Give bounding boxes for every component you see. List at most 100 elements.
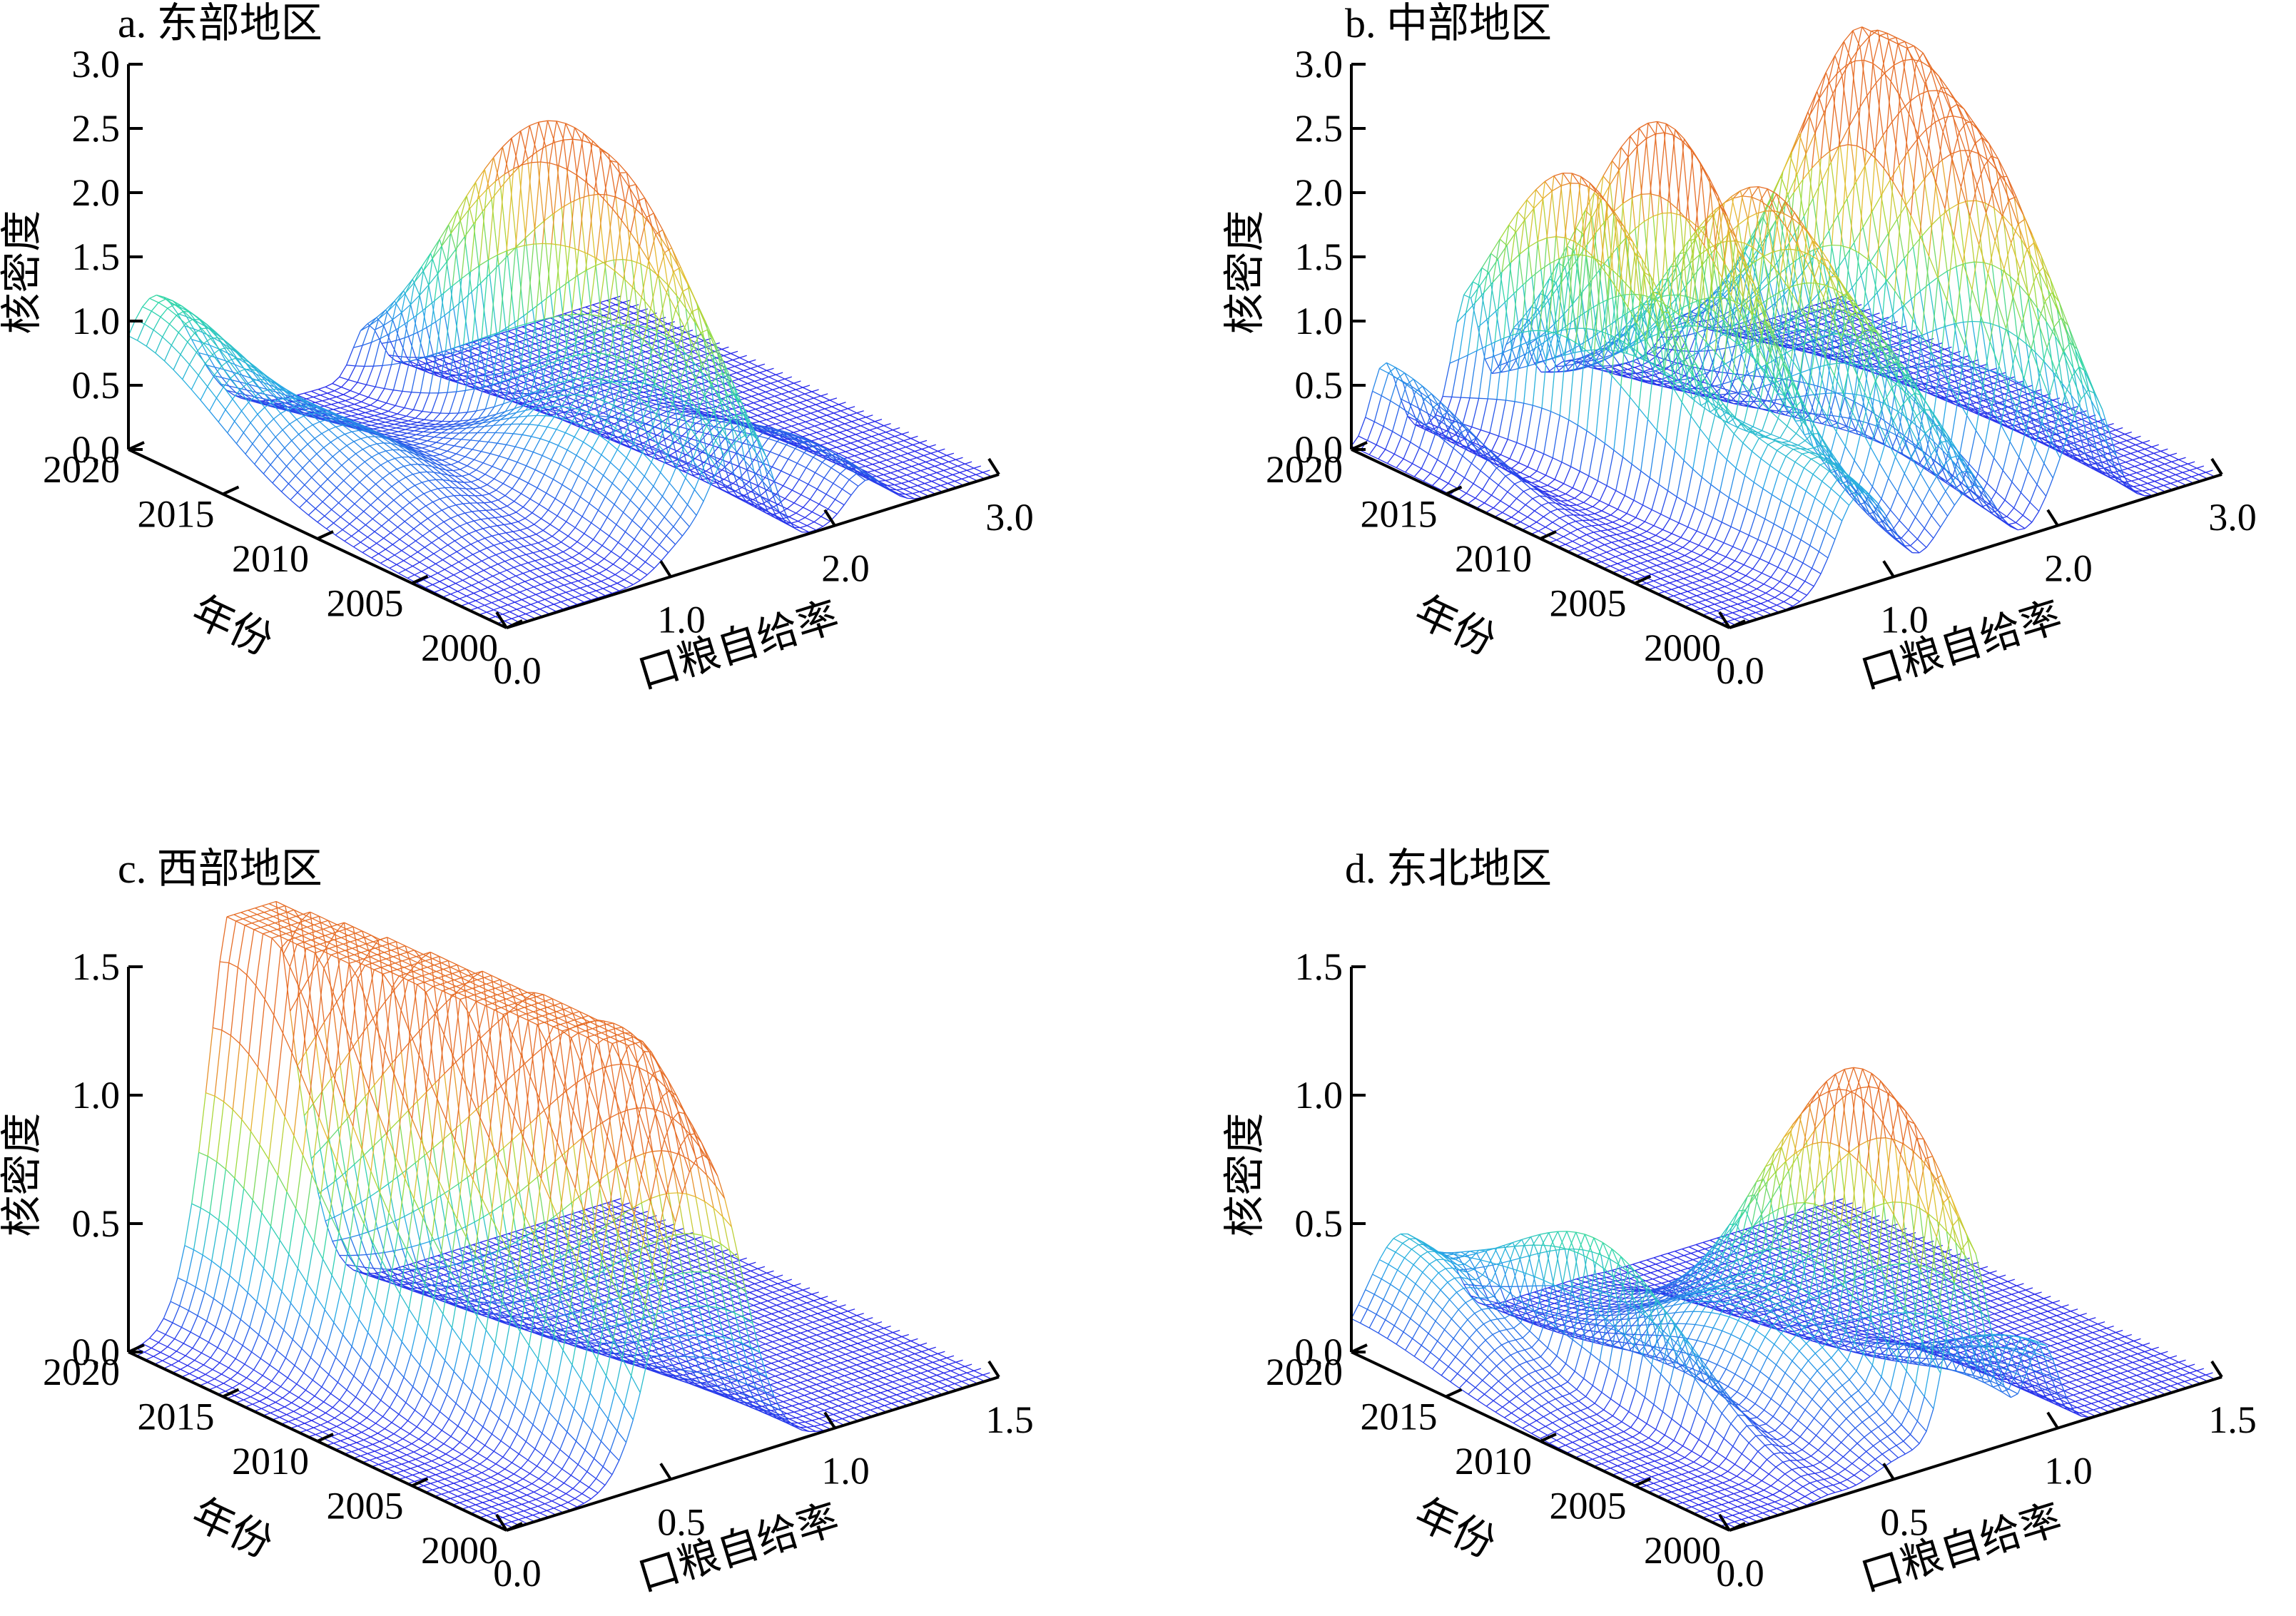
mesh-segment xyxy=(459,558,466,561)
mesh-segment xyxy=(473,554,482,561)
mesh-segment xyxy=(611,387,619,389)
mesh-segment xyxy=(422,448,432,452)
mesh-segment xyxy=(153,317,161,330)
mesh-segment xyxy=(746,405,756,410)
mesh-segment xyxy=(181,355,190,365)
mesh-segment xyxy=(395,425,404,426)
mesh-segment xyxy=(485,474,494,479)
mesh-segment xyxy=(743,392,752,397)
mesh-segment xyxy=(390,428,397,430)
mesh-segment xyxy=(479,510,486,511)
mesh-segment xyxy=(400,419,409,421)
mesh-segment xyxy=(808,426,815,428)
mesh-segment xyxy=(502,459,509,470)
mesh-segment xyxy=(850,443,860,447)
mesh-segment xyxy=(631,233,640,246)
mesh-segment xyxy=(485,385,492,409)
mesh-segment xyxy=(317,447,324,454)
mesh-segment xyxy=(362,497,371,505)
mesh-segment xyxy=(818,411,827,415)
mesh-segment xyxy=(382,414,391,417)
mesh-segment xyxy=(513,532,522,538)
mesh-segment xyxy=(457,196,467,210)
mesh-segment xyxy=(512,344,522,348)
mesh-segment xyxy=(679,335,688,339)
mesh-segment xyxy=(350,524,359,530)
mesh-segment xyxy=(835,439,842,441)
mesh-segment xyxy=(363,407,372,410)
mesh-segment xyxy=(359,531,368,537)
mesh-segment xyxy=(488,366,497,370)
mesh-segment xyxy=(654,213,661,238)
mesh-segment xyxy=(493,576,502,582)
mesh-segment xyxy=(347,446,356,454)
mesh-segment xyxy=(771,412,781,416)
mesh-segment xyxy=(430,527,437,532)
mesh-segment xyxy=(738,380,748,384)
mesh-segment xyxy=(823,428,830,430)
mesh-segment xyxy=(387,426,397,428)
mesh-segment xyxy=(817,430,824,432)
mesh-segment xyxy=(533,452,542,456)
mesh-segment xyxy=(610,362,619,367)
mesh-segment xyxy=(383,418,392,420)
mesh-segment xyxy=(763,407,772,412)
mesh-segment xyxy=(582,517,591,523)
mesh-segment xyxy=(369,490,378,498)
mesh-segment xyxy=(300,451,310,461)
mesh-segment xyxy=(408,489,417,498)
mesh-segment xyxy=(397,467,404,469)
mesh-segment xyxy=(367,417,377,420)
mesh-segment xyxy=(388,411,397,414)
mesh-segment xyxy=(280,414,290,425)
mesh-segment xyxy=(431,576,440,581)
mesh-segment xyxy=(439,392,448,393)
mesh-segment xyxy=(641,311,650,315)
mesh-segment xyxy=(190,352,197,365)
mesh-segment xyxy=(779,445,786,456)
mesh-segment xyxy=(405,392,412,408)
mesh-segment xyxy=(356,449,363,454)
mesh-segment xyxy=(778,409,788,413)
mesh-segment xyxy=(509,512,517,515)
mesh-segment xyxy=(471,482,480,488)
mesh-segment xyxy=(317,454,326,463)
mesh-segment xyxy=(641,387,651,391)
mesh-segment xyxy=(335,530,342,535)
mesh-segment xyxy=(776,372,783,375)
mesh-segment xyxy=(380,559,387,563)
mesh-segment xyxy=(417,422,427,424)
mesh-segment xyxy=(758,392,766,394)
mesh-segment xyxy=(570,542,577,547)
mesh-segment xyxy=(537,146,546,152)
mesh-segment xyxy=(449,586,458,591)
mesh-segment xyxy=(621,322,629,324)
mesh-segment xyxy=(440,579,447,582)
mesh-segment xyxy=(361,439,370,446)
mesh-segment xyxy=(534,243,543,244)
mesh-segment xyxy=(596,265,603,330)
mesh-segment xyxy=(367,385,376,387)
mesh-segment xyxy=(434,355,443,357)
mesh-segment xyxy=(347,442,354,446)
mesh-segment xyxy=(552,244,561,245)
mesh-segment xyxy=(513,530,520,532)
mesh-segment xyxy=(501,542,508,544)
mesh-segment xyxy=(440,451,447,454)
mesh-segment xyxy=(653,427,662,430)
mesh-segment xyxy=(460,526,469,534)
mesh-segment xyxy=(462,433,469,439)
mesh-segment xyxy=(491,567,500,573)
mesh-segment xyxy=(380,507,387,513)
mesh-segment xyxy=(331,442,340,451)
mesh-segment xyxy=(611,341,621,345)
mesh-segment xyxy=(477,574,486,579)
mesh-segment xyxy=(584,326,591,328)
mesh-segment xyxy=(401,494,410,502)
mesh-segment xyxy=(684,412,693,414)
mesh-segment xyxy=(358,415,367,417)
mesh-segment xyxy=(787,385,796,390)
mesh-segment xyxy=(322,495,330,502)
mesh-segment xyxy=(537,474,544,488)
mesh-segment xyxy=(365,342,372,367)
